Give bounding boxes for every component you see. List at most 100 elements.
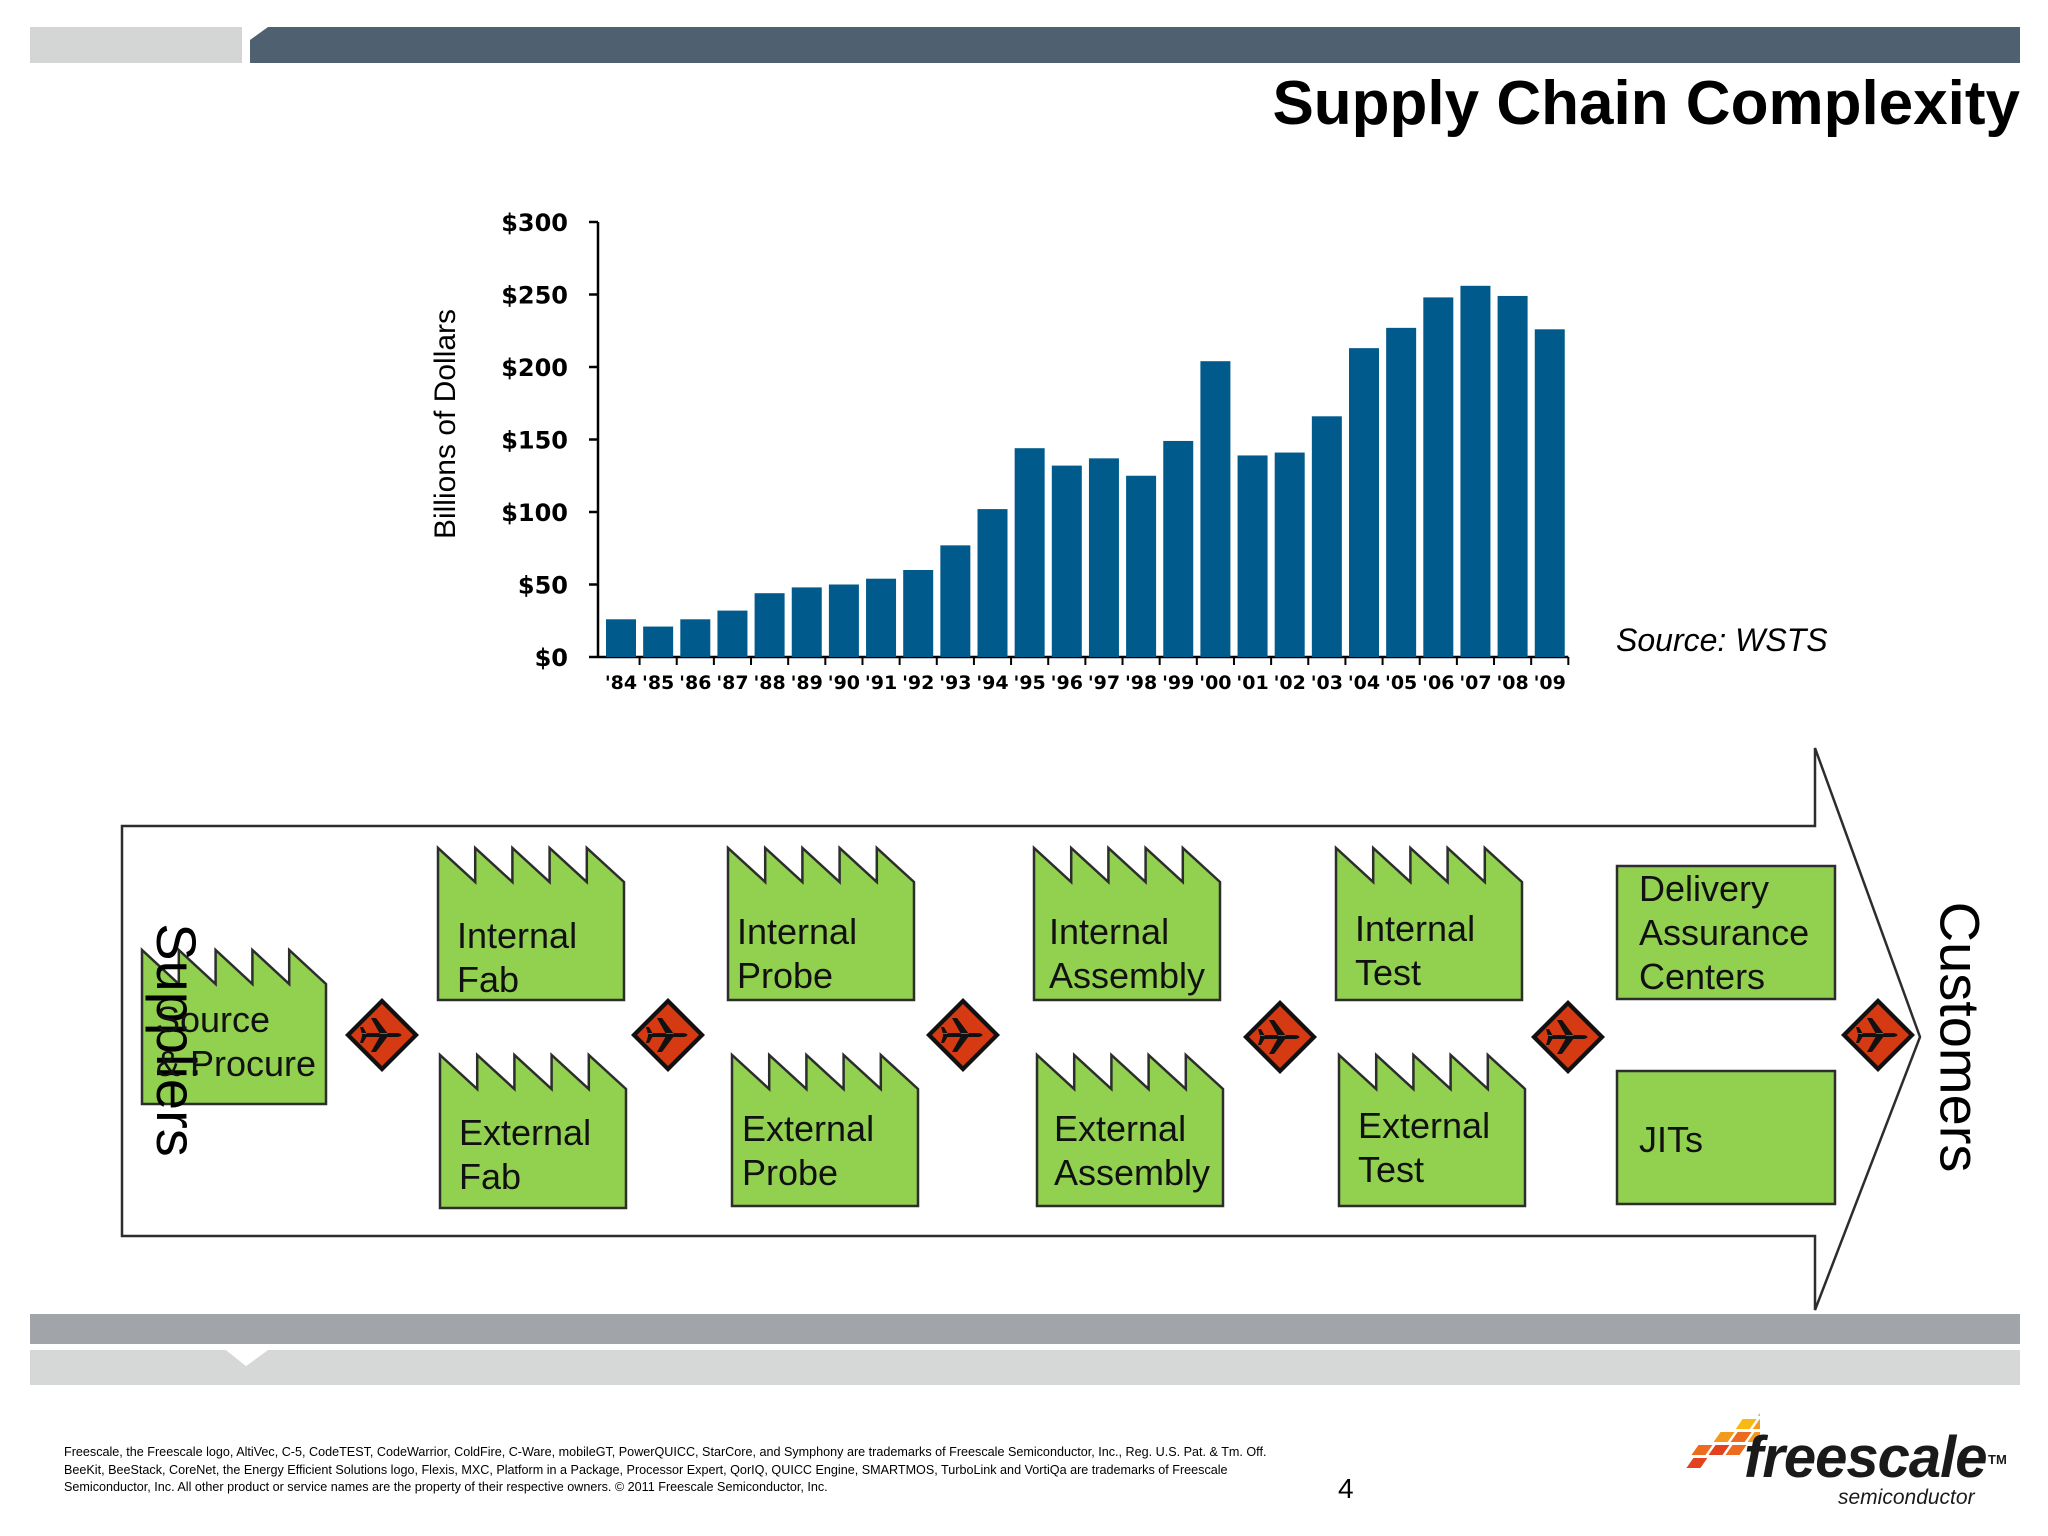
source-procure-label: Source & Procure	[156, 999, 317, 1084]
internal-assembly-factory	[1032, 845, 1222, 1002]
chart-ylabel-group: Billions of Dollars	[429, 309, 462, 539]
flow-diagram	[120, 747, 1922, 1311]
airplane-icon	[631, 998, 705, 1072]
internal-fab-factory	[436, 845, 626, 1002]
chart-ytick-label: $250	[501, 282, 568, 310]
chart-xtick-label: '99	[1162, 672, 1194, 694]
chart-bar	[1014, 448, 1045, 657]
airplane-shape	[941, 1018, 983, 1052]
chart-bar	[1237, 455, 1268, 657]
jits-box	[1615, 1069, 1837, 1206]
chart-xtick-label: '91	[865, 672, 897, 694]
footer-notch	[226, 1350, 268, 1366]
logo-trademark: TM	[1988, 1452, 2007, 1467]
chart-ytick-label: $0	[535, 644, 568, 672]
chart-bar	[606, 619, 636, 657]
internal-probe-factory	[726, 845, 916, 1002]
transport-icons	[345, 998, 1915, 1074]
internal-fab-label: Internal Fab	[457, 915, 578, 1000]
airplane-icon	[1841, 998, 1915, 1072]
chart-ytick-label: $50	[518, 572, 568, 600]
chart-xtick-label: '85	[642, 672, 674, 694]
chart-bar	[903, 570, 934, 657]
chart-bar	[940, 545, 971, 657]
chart-bar	[1311, 416, 1342, 657]
chart-bar	[680, 619, 711, 657]
source-procure-factory	[140, 947, 328, 1106]
logo-square	[1747, 1432, 1760, 1442]
airplane-shape	[1258, 1020, 1300, 1054]
chart-xtick-label: '86	[679, 672, 711, 694]
chart-bar	[977, 509, 1008, 657]
chart-xtick-label: '05	[1385, 672, 1417, 694]
chart-xtick-label: '09	[1534, 672, 1566, 694]
chart-bar	[1274, 452, 1305, 657]
logo-square	[1725, 1445, 1747, 1455]
chart-ytick-label: $200	[501, 354, 568, 382]
chart-ytick-label: $150	[501, 427, 568, 455]
factory-shapes	[140, 845, 1527, 1210]
chart-xtick-label: '04	[1348, 672, 1380, 694]
delivery-assurance-label: Delivery Assurance Centers	[1639, 868, 1810, 997]
source-note: Source: WSTS	[1616, 622, 1828, 658]
chart-xtick-label: '93	[939, 672, 971, 694]
external-assembly-factory	[1035, 1052, 1225, 1208]
chart-xtick-label: '03	[1311, 672, 1343, 694]
chart-bar	[791, 587, 822, 657]
chart-bar	[1497, 295, 1528, 657]
chart-xtick-label: '06	[1422, 672, 1454, 694]
chart-bar	[1534, 329, 1565, 657]
delivery-assurance-box	[1615, 864, 1837, 1001]
chart-bar	[1200, 361, 1231, 657]
logo-square	[1752, 1419, 1760, 1429]
chart-bar	[643, 626, 674, 657]
chart-xtick-label: '01	[1236, 672, 1268, 694]
chart-xtick-label: '02	[1274, 672, 1306, 694]
airplane-icon	[1243, 1000, 1317, 1074]
revenue-chart: Billions of Dollars $0 $50 $100 $150 $200 $25…	[429, 209, 1570, 694]
logo-square	[1686, 1458, 1708, 1468]
chart-bars	[606, 285, 1565, 657]
jits-label: JITs	[1639, 1119, 1704, 1160]
chart-xtick-label: '84	[605, 672, 637, 694]
page-number: 4	[1338, 1473, 1354, 1504]
chart-ytick-label: $300	[501, 209, 568, 237]
internal-probe-label: Internal Probe	[737, 911, 858, 996]
logo-square	[1708, 1445, 1730, 1455]
chart-bar	[717, 610, 748, 657]
logo-square	[1730, 1432, 1752, 1442]
internal-assembly-label: Internal Assembly	[1049, 911, 1206, 996]
chart-xtick-label: '97	[1088, 672, 1120, 694]
chart-xtick-label: '95	[1014, 672, 1046, 694]
chart-xtick-label: '87	[716, 672, 748, 694]
chart-xtick-label: '98	[1125, 672, 1157, 694]
external-test-label: External Test	[1358, 1105, 1491, 1190]
chart-bar	[866, 578, 897, 657]
external-fab-label: External Fab	[459, 1112, 592, 1197]
header-bar-dark	[250, 27, 2020, 63]
freescale-logo-mark	[1686, 1406, 1760, 1468]
chart-bar	[828, 584, 859, 657]
chart-bar	[1051, 465, 1082, 657]
slide-title: Supply Chain Complexity	[1272, 69, 2020, 138]
logo-square	[1691, 1445, 1713, 1455]
header-bars	[30, 27, 2020, 63]
chart-bar	[1460, 285, 1491, 657]
logo-square	[1735, 1419, 1757, 1429]
header-bar-light	[30, 27, 242, 63]
airplane-shape	[1546, 1020, 1588, 1054]
chart-bar	[754, 593, 785, 657]
chart-xtick-label: '08	[1496, 672, 1528, 694]
external-probe-label: External Probe	[742, 1108, 875, 1193]
chart-xtick-label: '89	[791, 672, 823, 694]
airplane-shape	[360, 1018, 402, 1052]
chart-yticks: $0 $50 $100 $150 $200 $250 $300	[501, 209, 598, 672]
chart-bar	[1423, 297, 1454, 657]
footer-legal-text: Freescale, the Freescale logo, AltiVec, …	[64, 1445, 1267, 1494]
chart-xtick-label: '92	[902, 672, 934, 694]
logo-square	[1757, 1406, 1760, 1416]
chart-bar	[1386, 327, 1417, 657]
external-assembly-label: External Assembly	[1054, 1108, 1211, 1193]
airplane-icon	[1531, 1000, 1605, 1074]
airplane-shape	[646, 1018, 688, 1052]
